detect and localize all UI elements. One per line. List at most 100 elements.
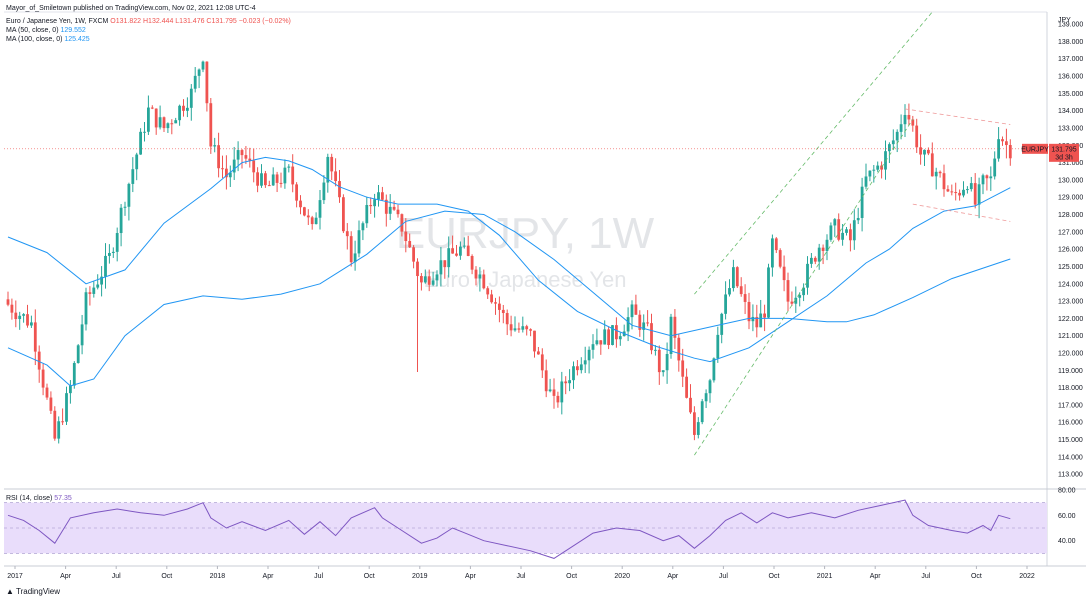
ma100-legend[interactable]: MA (100, close, 0) 125.425 bbox=[6, 35, 90, 44]
time-tick-label: Jul bbox=[112, 573, 121, 580]
candle-body bbox=[420, 276, 423, 283]
rsi-legend[interactable]: RSI (14, close) 57.35 bbox=[6, 494, 72, 503]
candle-body bbox=[369, 204, 373, 207]
candle-body bbox=[30, 322, 33, 326]
candle-body bbox=[104, 255, 107, 277]
candle-body bbox=[735, 267, 739, 287]
candle-body bbox=[244, 155, 248, 159]
ma50-legend[interactable]: MA (50, close, 0) 129.552 bbox=[6, 26, 86, 35]
candle-body bbox=[108, 252, 111, 256]
candle-body bbox=[915, 125, 919, 148]
rsi-value: 57.35 bbox=[54, 495, 72, 502]
candle-body bbox=[260, 173, 263, 186]
candle-body bbox=[111, 251, 115, 253]
candle-body bbox=[864, 176, 868, 187]
candle-body bbox=[498, 303, 501, 310]
candle-body bbox=[178, 105, 181, 121]
candle-body bbox=[989, 176, 993, 179]
candle-body bbox=[189, 88, 193, 108]
candle-body bbox=[548, 389, 552, 392]
candle-body bbox=[84, 292, 88, 325]
time-tick-label: Oct bbox=[971, 573, 982, 580]
candle-body bbox=[314, 217, 318, 225]
candle-body bbox=[962, 189, 965, 196]
candle-body bbox=[919, 147, 922, 155]
candle-body bbox=[891, 140, 895, 145]
price-tick-label: 113.000 bbox=[1058, 472, 1083, 479]
symbol-tag: EURJPY bbox=[1021, 146, 1049, 153]
candle-body bbox=[942, 173, 946, 190]
candle-body bbox=[923, 149, 926, 155]
candle-body bbox=[92, 287, 96, 294]
rsi-tick-label: 60.00 bbox=[1058, 513, 1076, 520]
candle-body bbox=[985, 175, 989, 179]
candle-body bbox=[665, 353, 669, 371]
tradingview-footer[interactable]: ▲ TradingView bbox=[6, 587, 60, 596]
candle-body bbox=[455, 253, 458, 256]
candle-body bbox=[852, 220, 856, 241]
price-tick-label: 137.000 bbox=[1058, 56, 1083, 63]
candle-body bbox=[338, 181, 341, 198]
candle-body bbox=[174, 120, 178, 124]
candle-body bbox=[599, 340, 603, 345]
time-tick-label: Jul bbox=[314, 573, 323, 580]
candle-body bbox=[568, 380, 571, 384]
candle-body bbox=[462, 245, 466, 247]
candle-body bbox=[197, 69, 201, 76]
candle-body bbox=[342, 197, 345, 232]
candle-body bbox=[443, 260, 447, 268]
candle-body bbox=[642, 322, 646, 330]
time-tick-label: Apr bbox=[465, 573, 477, 580]
candle-body bbox=[724, 294, 727, 314]
candle-body bbox=[646, 322, 649, 324]
candle-body bbox=[544, 370, 548, 392]
candle-body bbox=[841, 232, 844, 240]
symbol-legend[interactable]: Euro / Japanese Yen, 1W, FXCM O131.822 H… bbox=[6, 17, 291, 26]
currency-label: JPY bbox=[1058, 17, 1071, 24]
candle-body bbox=[326, 156, 330, 183]
candle-body bbox=[349, 236, 353, 263]
symbol-title: Euro / Japanese Yen, 1W, FXCM bbox=[6, 18, 109, 25]
candle-body bbox=[310, 217, 314, 225]
candle-body bbox=[154, 108, 158, 128]
candle-body bbox=[716, 334, 720, 359]
price-tick-label: 124.000 bbox=[1058, 281, 1083, 288]
watermark-name: Euro / Japanese Yen bbox=[423, 267, 626, 292]
candle-body bbox=[57, 421, 61, 439]
time-tick-label: 2020 bbox=[614, 573, 630, 580]
candle-body bbox=[240, 150, 244, 156]
candle-body bbox=[525, 326, 529, 330]
candle-body bbox=[829, 225, 833, 240]
candle-body bbox=[677, 337, 681, 361]
candle-body bbox=[954, 192, 958, 194]
candle-body bbox=[209, 103, 213, 147]
candle-body bbox=[361, 223, 365, 231]
candle-body bbox=[533, 330, 536, 352]
candle-body bbox=[946, 189, 950, 192]
candle-body bbox=[459, 246, 462, 256]
candle-body bbox=[849, 229, 852, 241]
price-tick-label: 129.000 bbox=[1058, 195, 1083, 202]
candle-body bbox=[704, 393, 708, 402]
channel-lower-line bbox=[694, 119, 914, 456]
candle-body bbox=[193, 75, 197, 89]
candle-body bbox=[747, 301, 751, 322]
candle-body bbox=[232, 159, 236, 173]
candle-body bbox=[166, 123, 170, 129]
rsi-line bbox=[7, 499, 1011, 559]
candle-body bbox=[377, 192, 380, 200]
candle-body bbox=[689, 397, 692, 413]
candle-body bbox=[607, 329, 610, 346]
candle-body bbox=[743, 294, 747, 302]
candle-body bbox=[478, 274, 482, 279]
candle-body bbox=[400, 214, 404, 232]
candle-body bbox=[423, 276, 427, 283]
candle-body bbox=[22, 314, 25, 316]
candle-body bbox=[927, 149, 930, 154]
candle-body bbox=[37, 351, 41, 370]
candle-body bbox=[170, 123, 174, 125]
candle-body bbox=[33, 322, 37, 352]
candle-body bbox=[76, 345, 80, 364]
candle-body bbox=[228, 172, 232, 178]
